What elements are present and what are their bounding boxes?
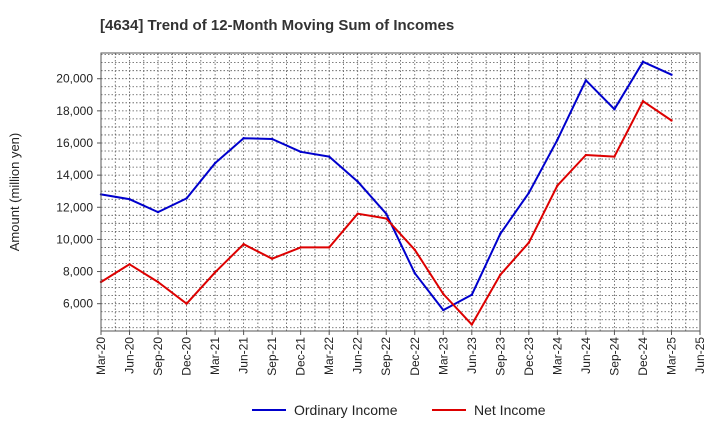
y-tick-label: 6,000 (63, 297, 93, 311)
y-tick-label: 20,000 (56, 72, 93, 86)
data-point-net-income (413, 248, 416, 252)
legend-label-net-income: Net Income (474, 402, 546, 418)
x-tick-label: Sep-20 (151, 337, 165, 376)
x-tick-label: Mar-21 (208, 337, 222, 375)
data-point-ordinary-income (470, 293, 474, 297)
x-tick-label: Mar-23 (436, 337, 450, 375)
data-point-ordinary-income (499, 232, 502, 235)
data-point-net-income (613, 155, 616, 158)
data-point-ordinary-income (385, 212, 388, 215)
y-axis-ticks: 6,000 8,000 10,000 12,000 14,000 16,000 18,000… (56, 72, 101, 311)
grid-lines (100, 53, 701, 331)
x-tick-label: Sep-22 (379, 337, 393, 376)
data-point-net-income (670, 119, 673, 122)
x-tick-label: Mar-24 (550, 337, 564, 375)
x-tick-label: Mar-20 (94, 337, 108, 375)
x-tick-label: Mar-25 (664, 337, 678, 375)
data-point-net-income (442, 292, 445, 296)
data-point-net-income (527, 241, 531, 244)
x-tick-label: Dec-24 (636, 337, 650, 376)
data-point-ordinary-income (442, 308, 445, 312)
x-tick-label: Jun-24 (579, 337, 593, 374)
x-tick-label: Sep-23 (493, 337, 507, 376)
data-point-net-income (385, 217, 388, 220)
x-tick-label: Dec-22 (408, 337, 422, 376)
y-tick-label: 16,000 (56, 136, 93, 150)
data-point-ordinary-income (613, 108, 616, 111)
data-point-ordinary-income (156, 210, 160, 214)
data-point-net-income (270, 257, 274, 260)
series-lines (99, 60, 673, 326)
x-tick-label: Jun-20 (123, 337, 137, 374)
x-tick-label: Dec-20 (180, 337, 194, 376)
chart-title: [4634] Trend of 12-Month Moving Sum of I… (100, 17, 454, 34)
data-point-ordinary-income (128, 198, 131, 201)
data-point-net-income (128, 263, 131, 266)
data-point-ordinary-income (641, 60, 645, 64)
data-point-net-income (327, 246, 331, 249)
x-tick-label: Sep-21 (265, 337, 279, 376)
data-point-net-income (584, 153, 588, 157)
x-tick-label: Jun-22 (351, 337, 365, 374)
data-point-ordinary-income (213, 161, 217, 165)
data-point-ordinary-income (584, 79, 588, 82)
y-tick-label: 10,000 (56, 232, 93, 246)
y-axis-label: Amount (million yen) (7, 133, 22, 252)
data-point-net-income (556, 184, 559, 187)
x-tick-label: Dec-21 (294, 337, 308, 376)
y-tick-label: 8,000 (63, 265, 93, 279)
data-point-net-income (156, 280, 160, 284)
data-point-net-income (185, 302, 188, 305)
y-tick-label: 12,000 (56, 200, 93, 214)
data-point-net-income (470, 323, 474, 326)
x-tick-label: Sep-24 (607, 337, 621, 376)
data-point-ordinary-income (527, 191, 531, 195)
y-tick-label: 14,000 (56, 168, 93, 182)
data-point-ordinary-income (556, 138, 559, 141)
data-point-net-income (213, 271, 217, 274)
data-point-ordinary-income (299, 150, 302, 154)
y-tick-label: 18,000 (56, 104, 93, 118)
data-point-net-income (356, 212, 359, 215)
x-tick-label: Mar-22 (322, 337, 336, 375)
data-point-ordinary-income (356, 180, 359, 183)
data-point-ordinary-income (327, 155, 331, 158)
x-tick-label: Jun-23 (465, 337, 479, 374)
data-point-net-income (641, 100, 645, 103)
legend-label-ordinary-income: Ordinary Income (294, 402, 398, 418)
x-tick-label: Jun-21 (237, 337, 251, 374)
plot-frame (100, 52, 701, 332)
data-point-net-income (499, 273, 502, 276)
data-point-ordinary-income (270, 137, 274, 141)
data-point-ordinary-income (413, 271, 416, 275)
data-point-ordinary-income (185, 197, 188, 200)
data-point-ordinary-income (242, 136, 245, 140)
data-point-net-income (299, 246, 302, 249)
x-tick-label: Jun-25 (693, 337, 707, 374)
x-axis-ticks: Mar-20 Jun-20 Sep-20 Dec-20 Mar-21 Jun-21 Sep-… (94, 331, 707, 376)
x-tick-label: Dec-23 (522, 337, 536, 376)
legend: Ordinary Income Net Income (252, 402, 546, 418)
data-point-ordinary-income (670, 73, 673, 76)
data-point-net-income (242, 243, 245, 246)
